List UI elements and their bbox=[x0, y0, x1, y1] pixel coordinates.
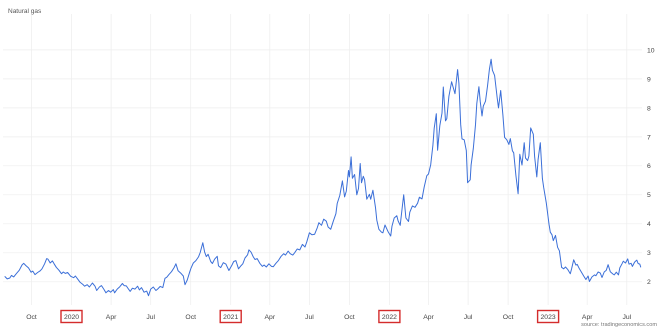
x-tick-label: Oct bbox=[185, 314, 196, 321]
year-highlight-box bbox=[219, 309, 242, 324]
x-tick-label: Jul bbox=[622, 314, 631, 321]
source-note: source: tradingeconomics.com bbox=[581, 322, 657, 328]
x-tick-label: Apr bbox=[106, 314, 117, 321]
year-highlight-box bbox=[60, 309, 83, 324]
x-tick-label: Jul bbox=[146, 314, 155, 321]
y-tick-label: 6 bbox=[647, 163, 651, 170]
x-axis: Oct 2020 Apr Jul Oct 2021 Apr Jul Oct 2022 Apr Jul O… bbox=[26, 309, 632, 324]
y-tick-label: 5 bbox=[647, 192, 651, 199]
x-tick-label: Jul bbox=[464, 314, 473, 321]
x-tick-label: Oct bbox=[26, 314, 37, 321]
x-tick-label: Apr bbox=[423, 314, 434, 321]
x-tick-label: Apr bbox=[265, 314, 276, 321]
y-tick-label: 2 bbox=[647, 279, 651, 286]
year-highlight-box bbox=[536, 309, 560, 324]
y-tick-label: 4 bbox=[647, 221, 651, 228]
y-tick-label: 3 bbox=[647, 250, 651, 257]
x-tick-label: Oct bbox=[344, 314, 355, 321]
x-tick-label-year: 2023 bbox=[541, 314, 556, 321]
x-tick-label: Apr bbox=[582, 314, 593, 321]
gridlines bbox=[3, 14, 642, 305]
x-tick-label-year: 2021 bbox=[223, 314, 238, 321]
y-tick-label: 7 bbox=[647, 134, 651, 141]
y-tick-label: 10 bbox=[647, 47, 655, 54]
y-tick-label: 9 bbox=[647, 76, 651, 83]
x-tick-label-year: 2022 bbox=[382, 314, 397, 321]
x-tick-label-year: 2020 bbox=[64, 314, 79, 321]
x-tick-label: Oct bbox=[503, 314, 514, 321]
x-tick-label: Jul bbox=[305, 314, 314, 321]
series-line bbox=[4, 58, 642, 297]
chart-title: Natural gas bbox=[8, 8, 42, 15]
y-axis: 2 3 4 5 6 7 8 9 10 bbox=[647, 47, 655, 286]
y-tick-label: 8 bbox=[647, 105, 651, 112]
year-highlight-box bbox=[378, 309, 401, 324]
